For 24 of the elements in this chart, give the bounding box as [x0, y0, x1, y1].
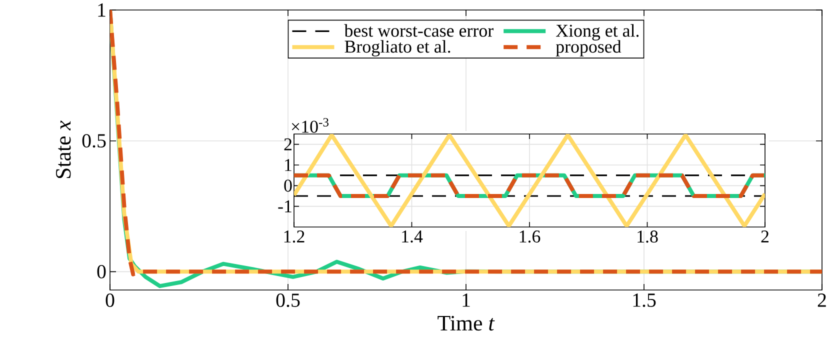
text: best worst-case error: [344, 24, 494, 37]
y-tick-label: 1: [98, 3, 106, 17]
x-tick-label: 2: [818, 294, 826, 307]
y-axis-title: State x: [56, 120, 71, 178]
y-tick-label: 0: [284, 180, 292, 192]
y-tick-label: 2: [284, 138, 292, 150]
y-tick-label: 1: [285, 159, 292, 171]
legend-label: Brogliato et al.: [344, 40, 450, 56]
x-tick-label: 1.2: [284, 230, 304, 243]
x-tick-label: 2: [761, 230, 769, 242]
legend-label: proposed: [556, 40, 622, 56]
x-tick-label: 1.6: [520, 230, 540, 243]
y-tick-label: 0.5: [82, 134, 106, 148]
annotation: ×10$^{-3}$: [292, 118, 329, 133]
x-tick-label: 1.5: [633, 294, 656, 307]
y-tick-label: 0: [97, 264, 106, 278]
y-tick-label: -1: [278, 200, 292, 212]
x-tick-label: 1.4: [402, 230, 423, 243]
line-series: [294, 134, 766, 227]
x-tick-label: 1: [462, 294, 470, 307]
x-tick-label: 0: [106, 294, 114, 307]
legend-label: Xiong et al.: [556, 24, 639, 41]
x-tick-label: 1.8: [638, 230, 658, 243]
x-axis-title: Time t: [438, 316, 495, 331]
